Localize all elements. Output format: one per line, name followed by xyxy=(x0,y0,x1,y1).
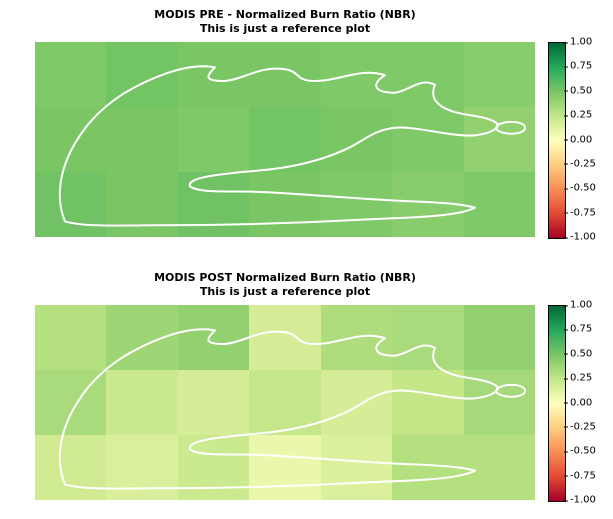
heatmap-cell xyxy=(321,370,392,435)
heatmap-cell xyxy=(35,370,106,435)
heatmap-cell xyxy=(392,305,463,370)
colorbar-tick: -0.50 xyxy=(564,183,596,194)
colorbar-tick: -0.25 xyxy=(564,158,596,169)
heatmap-cell xyxy=(392,435,463,500)
heatmap-cell xyxy=(106,370,177,435)
heatmap-cell xyxy=(249,107,320,172)
colorbar-pre: -1.00-0.75-0.50-0.250.000.250.500.751.00 xyxy=(548,42,564,237)
heatmap-cell xyxy=(106,107,177,172)
heatmap-cell xyxy=(249,370,320,435)
heatmap-cell xyxy=(321,435,392,500)
heatmap-cell xyxy=(106,42,177,107)
colorbar-tick: 1.00 xyxy=(564,300,592,311)
panel-title-post-line2: This is just a reference plot xyxy=(0,285,570,298)
heatmap-cell xyxy=(249,42,320,107)
heatmap-cell xyxy=(392,370,463,435)
heatmap-cell xyxy=(178,370,249,435)
colorbar-tick: 0.50 xyxy=(564,348,592,359)
heatmap-cell xyxy=(35,42,106,107)
colorbar-tick: -0.75 xyxy=(564,207,596,218)
heatmap-cell xyxy=(178,435,249,500)
panel-title-pre-line2: This is just a reference plot xyxy=(0,22,570,35)
heatmap-cell xyxy=(106,305,177,370)
heatmap-cell xyxy=(249,305,320,370)
colorbar-tick: 0.25 xyxy=(564,110,592,121)
heatmap-cell xyxy=(35,305,106,370)
colorbar-tick: 1.00 xyxy=(564,37,592,48)
heatmap-cell xyxy=(464,370,535,435)
heatmap-cell xyxy=(178,305,249,370)
heatmap-cell xyxy=(321,305,392,370)
heatmap-cell xyxy=(35,435,106,500)
heatmap-cell xyxy=(464,305,535,370)
heatmap-cell xyxy=(321,107,392,172)
colorbar-tick: 0.50 xyxy=(564,85,592,96)
heatmap-cell xyxy=(392,107,463,172)
heatmap-cell xyxy=(464,42,535,107)
colorbar-tick: -0.75 xyxy=(564,470,596,481)
heatmap-cell xyxy=(464,435,535,500)
heatmap-cell xyxy=(35,172,106,237)
heatmap-cell xyxy=(392,42,463,107)
heatmap-post xyxy=(35,305,535,500)
colorbar-tick: -0.25 xyxy=(564,421,596,432)
colorbar-post: -1.00-0.75-0.50-0.250.000.250.500.751.00 xyxy=(548,305,564,500)
colorbar-tick: -1.00 xyxy=(564,495,596,506)
colorbar-tick: 0.75 xyxy=(564,324,592,335)
colorbar-tick: -0.50 xyxy=(564,446,596,457)
colorbar-tick: 0.00 xyxy=(564,397,592,408)
heatmap-cell xyxy=(249,435,320,500)
colorbar-tick: 0.75 xyxy=(564,61,592,72)
panel-title-pre-line1: MODIS PRE - Normalized Burn Ratio (NBR) xyxy=(0,8,570,21)
heatmap-cell xyxy=(392,172,463,237)
heatmap-cell xyxy=(35,107,106,172)
heatmap-pre xyxy=(35,42,535,237)
colorbar-tick: 0.00 xyxy=(564,134,592,145)
heatmap-cell xyxy=(464,172,535,237)
figure: MODIS PRE - Normalized Burn Ratio (NBR)T… xyxy=(0,0,613,519)
heatmap-cell xyxy=(106,435,177,500)
heatmap-cell xyxy=(464,107,535,172)
heatmap-cell xyxy=(321,172,392,237)
heatmap-cell xyxy=(321,42,392,107)
heatmap-cell xyxy=(106,172,177,237)
heatmap-cell xyxy=(178,172,249,237)
colorbar-tick: -1.00 xyxy=(564,232,596,243)
panel-title-post-line1: MODIS POST Normalized Burn Ratio (NBR) xyxy=(0,271,570,284)
colorbar-tick: 0.25 xyxy=(564,373,592,384)
heatmap-cell xyxy=(178,107,249,172)
heatmap-cell xyxy=(249,172,320,237)
heatmap-cell xyxy=(178,42,249,107)
